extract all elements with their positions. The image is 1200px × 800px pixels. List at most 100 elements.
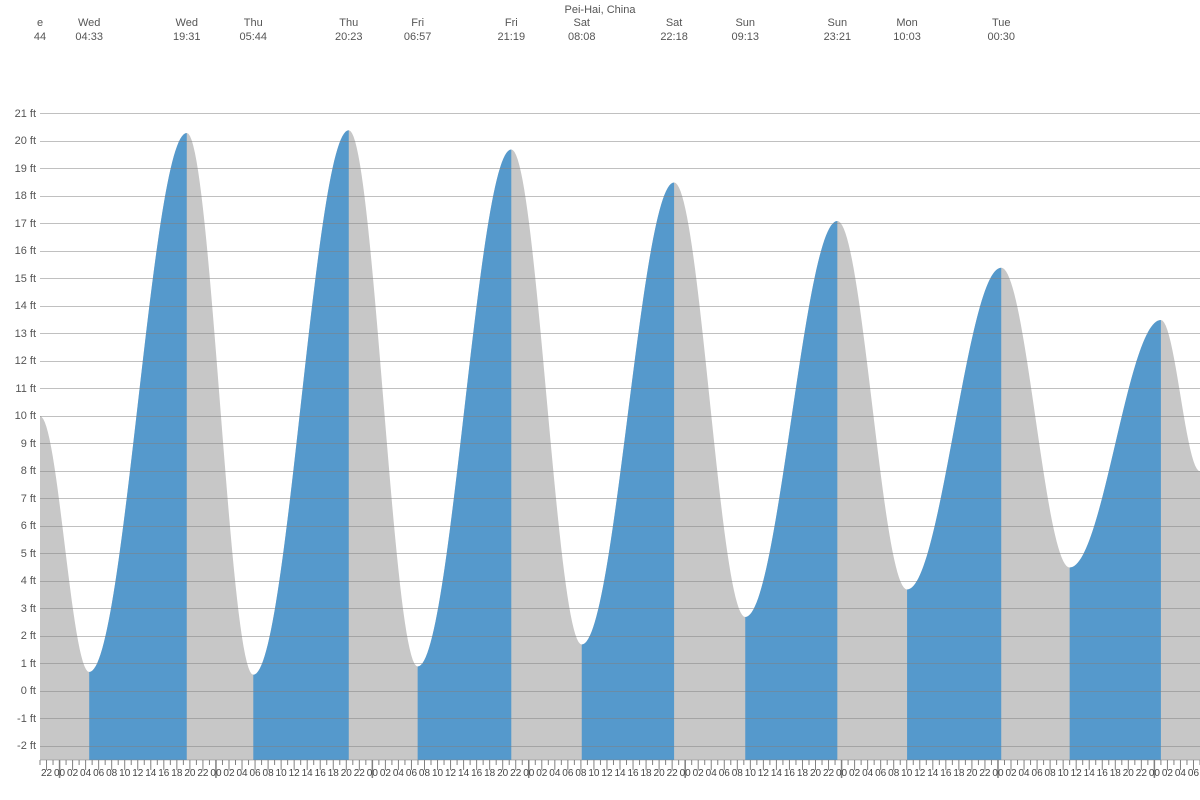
- x-hour-label: 12: [758, 768, 769, 779]
- x-hour-label: 00: [836, 768, 847, 779]
- x-hour-label: 06: [719, 768, 730, 779]
- x-hour-label: 04: [1018, 768, 1029, 779]
- tide-chart: Pei-Hai, China -2 ft-1 ft0 ft1 ft2 ft3 f…: [0, 0, 1200, 800]
- header-day-label: Thu: [339, 16, 358, 30]
- x-hour-label: 20: [1123, 768, 1134, 779]
- y-axis-label: 1 ft: [21, 658, 36, 670]
- x-hour-label: 22: [41, 768, 52, 779]
- x-hour-label: 00: [992, 768, 1003, 779]
- x-hour-label: 00: [1149, 768, 1160, 779]
- header-time-label: 21:19: [498, 30, 526, 44]
- x-hour-label: 12: [1071, 768, 1082, 779]
- y-axis-label: 13 ft: [15, 328, 36, 340]
- header-day-label: Wed: [78, 16, 100, 30]
- y-axis-label: 8 ft: [21, 465, 36, 477]
- x-hour-label: 14: [1084, 768, 1095, 779]
- tide-area-blue: [253, 130, 348, 760]
- x-hour-label: 06: [1188, 768, 1199, 779]
- x-hour-label: 02: [536, 768, 547, 779]
- x-hour-label: 18: [641, 768, 652, 779]
- x-hour-label: 10: [432, 768, 443, 779]
- x-hour-label: 20: [341, 768, 352, 779]
- x-hour-label: 18: [797, 768, 808, 779]
- x-hour-label: 06: [875, 768, 886, 779]
- header-time-label: 08:08: [568, 30, 596, 44]
- x-hour-label: 20: [966, 768, 977, 779]
- x-hour-label: 12: [914, 768, 925, 779]
- y-axis-label: 11 ft: [15, 383, 36, 395]
- x-hour-label: 22: [354, 768, 365, 779]
- x-hour-label: 16: [158, 768, 169, 779]
- x-hour-label: 14: [302, 768, 313, 779]
- x-hour-label: 14: [458, 768, 469, 779]
- y-axis-label: 14 ft: [15, 300, 36, 312]
- header-day-label: Sat: [573, 16, 590, 30]
- x-hour-label: 12: [445, 768, 456, 779]
- x-hour-label: 02: [1162, 768, 1173, 779]
- y-axis-label: 10 ft: [15, 410, 36, 422]
- x-hour-label: 22: [979, 768, 990, 779]
- x-hour-label: 04: [236, 768, 247, 779]
- x-hour-label: 22: [667, 768, 678, 779]
- x-hour-label: 02: [849, 768, 860, 779]
- x-hour-label: 00: [367, 768, 378, 779]
- y-axis-label: 21 ft: [15, 108, 36, 120]
- x-hour-label: 20: [497, 768, 508, 779]
- header-day-label: Wed: [176, 16, 198, 30]
- header-time-label: 05:44: [240, 30, 268, 44]
- x-hour-label: 00: [54, 768, 65, 779]
- x-hour-label: 22: [1136, 768, 1147, 779]
- y-axis-label: 6 ft: [21, 520, 36, 532]
- y-axis-label: 5 ft: [21, 548, 36, 560]
- y-axis-label: 16 ft: [15, 245, 36, 257]
- x-hour-label: 06: [1032, 768, 1043, 779]
- tide-area-blue: [418, 150, 512, 761]
- y-axis-label: 20 ft: [15, 135, 36, 147]
- y-axis-label: 17 ft: [15, 218, 36, 230]
- x-hour-label: 08: [732, 768, 743, 779]
- header-day-label: Sat: [666, 16, 683, 30]
- header-time-label: 04:33: [75, 30, 103, 44]
- header-time-label: 20:23: [335, 30, 363, 44]
- header-time-label: 44: [34, 30, 46, 44]
- header-day-label: Sun: [828, 16, 848, 30]
- tide-area-blue: [907, 268, 1001, 760]
- x-hour-label: 04: [862, 768, 873, 779]
- y-axis-label: 7 ft: [21, 493, 36, 505]
- header-day-label: Fri: [411, 16, 424, 30]
- x-hour-label: 00: [680, 768, 691, 779]
- tide-area-blue: [89, 133, 187, 760]
- x-hour-label: 18: [328, 768, 339, 779]
- x-hour-label: 08: [888, 768, 899, 779]
- x-hour-label: 18: [953, 768, 964, 779]
- x-hour-label: 20: [810, 768, 821, 779]
- x-hour-label: 18: [1110, 768, 1121, 779]
- x-hour-label: 02: [693, 768, 704, 779]
- y-axis-label: 4 ft: [21, 575, 36, 587]
- y-axis-label: 9 ft: [21, 438, 36, 450]
- header-time-label: 10:03: [893, 30, 921, 44]
- header-day-label: Sun: [735, 16, 755, 30]
- y-axis-label: -2 ft: [17, 740, 36, 752]
- x-hour-label: 16: [940, 768, 951, 779]
- x-hour-label: 08: [575, 768, 586, 779]
- x-hour-label: 10: [276, 768, 287, 779]
- x-hour-label: 16: [315, 768, 326, 779]
- x-hour-label: 14: [145, 768, 156, 779]
- x-hour-label: 04: [1175, 768, 1186, 779]
- x-hour-label: 08: [419, 768, 430, 779]
- x-hour-label: 10: [745, 768, 756, 779]
- x-hour-label: 16: [784, 768, 795, 779]
- y-axis-label: 12 ft: [15, 355, 36, 367]
- x-hour-label: 10: [119, 768, 130, 779]
- x-hour-label: 04: [393, 768, 404, 779]
- x-hour-label: 08: [1045, 768, 1056, 779]
- x-hour-label: 06: [562, 768, 573, 779]
- header-day-label: Thu: [244, 16, 263, 30]
- chart-svg: [0, 0, 1200, 800]
- x-hour-label: 12: [132, 768, 143, 779]
- x-hour-label: 16: [471, 768, 482, 779]
- x-hour-label: 14: [927, 768, 938, 779]
- x-hour-label: 04: [80, 768, 91, 779]
- x-hour-label: 22: [823, 768, 834, 779]
